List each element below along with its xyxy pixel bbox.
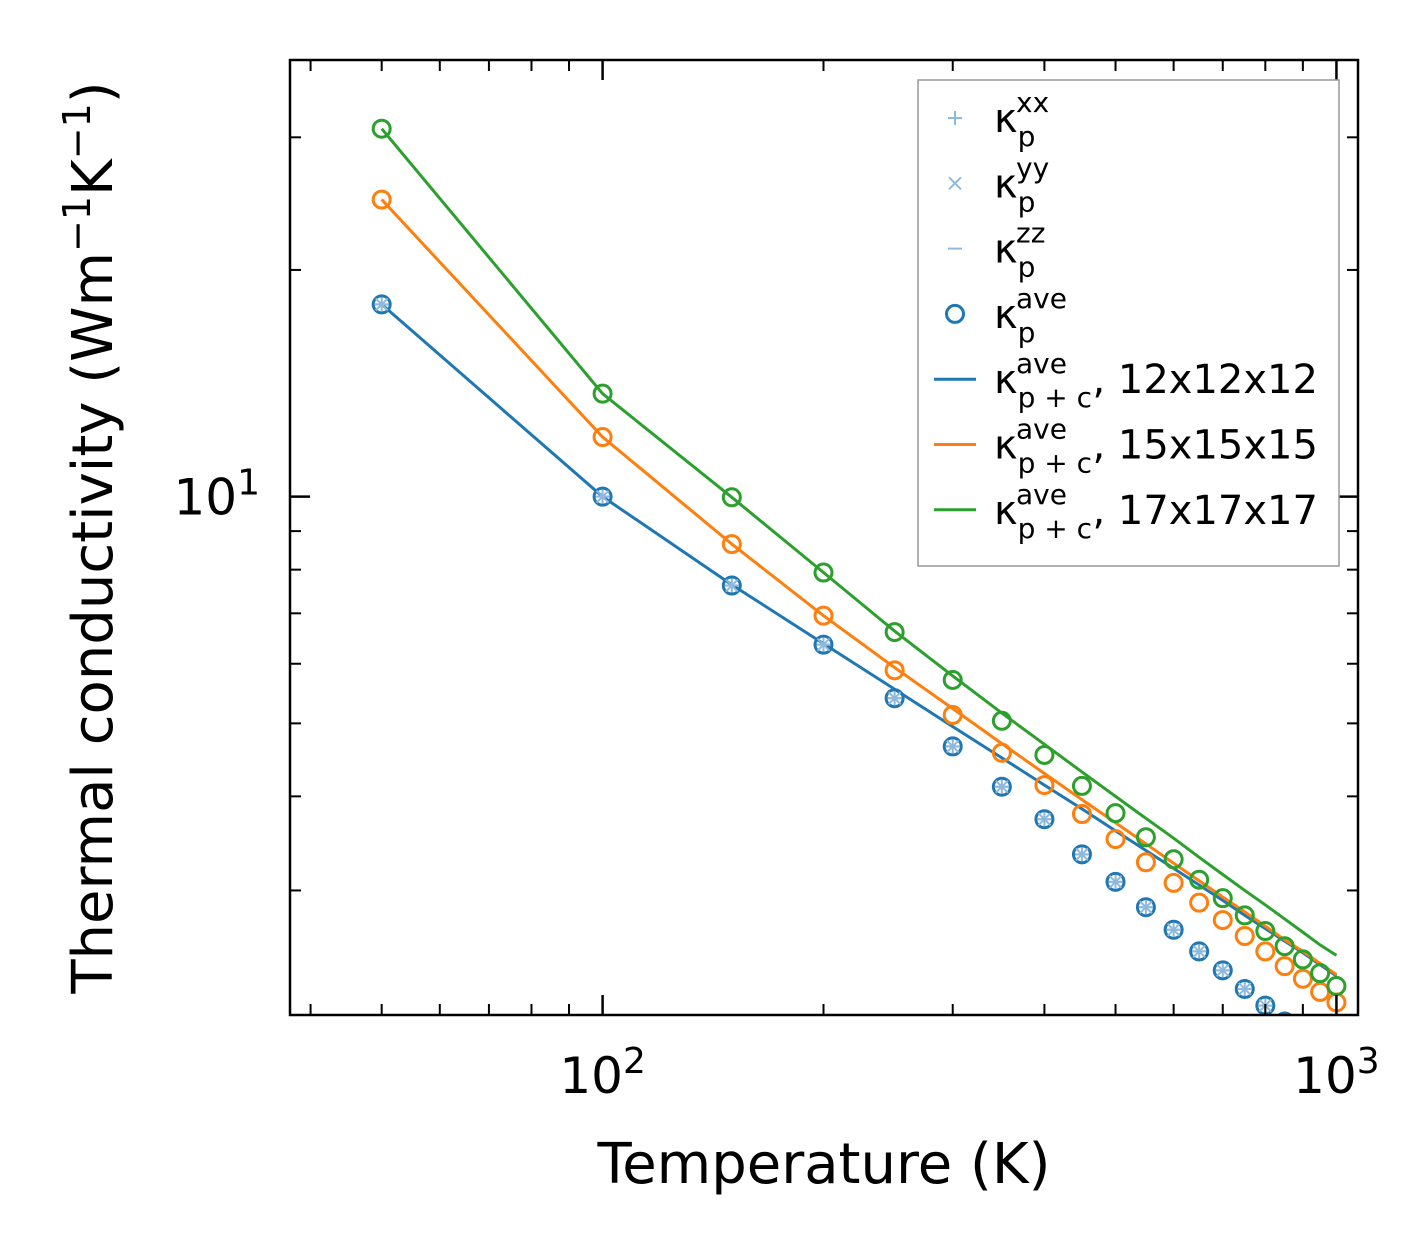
data-point: [1283, 1014, 1286, 1015]
data-point: [1135, 852, 1156, 873]
data-point: [1296, 1029, 1310, 1043]
series-3: [371, 294, 1311, 1045]
data-point: [991, 710, 1012, 731]
y-tick-label: 101: [173, 463, 260, 527]
data-point: [1297, 1030, 1309, 1042]
data-point: [1189, 941, 1210, 962]
legend-entry: κp + cave, 12x12x12: [934, 347, 1318, 414]
data-point: [721, 575, 742, 596]
data-point: [1274, 936, 1295, 957]
data-point: [1255, 921, 1276, 942]
data-point: [1234, 926, 1255, 947]
data-point: [592, 427, 613, 448]
legend-entry: κpave: [945, 282, 1067, 349]
data-point: [1135, 827, 1156, 848]
legend-entry: κpzz: [948, 217, 1045, 284]
series-5: [371, 118, 1347, 997]
data-point: [592, 383, 613, 404]
data-point: [1105, 829, 1126, 850]
data-point: [813, 562, 834, 583]
data-point: [813, 634, 834, 655]
data-point: [884, 688, 905, 709]
legend-label: κp + cave, 12x12x12: [994, 347, 1318, 414]
data-point: [813, 605, 834, 626]
data-point: [1212, 910, 1233, 931]
legend-label: κpxx: [994, 86, 1049, 153]
data-point: [884, 622, 905, 643]
series-line: [380, 127, 1338, 957]
x-tick-label: 103: [1293, 1041, 1380, 1105]
series-4: [371, 189, 1347, 1013]
data-point: [1234, 905, 1255, 926]
data-point: [1279, 1014, 1291, 1015]
legend-entry: κpyy: [948, 151, 1049, 218]
data-point: [1212, 888, 1233, 909]
data-point: [991, 742, 1012, 763]
data-point: [942, 704, 963, 725]
data-point: [1034, 744, 1055, 765]
data-point: [1071, 775, 1092, 796]
legend-label: κpave: [994, 282, 1067, 349]
data-point: [1071, 803, 1092, 824]
legend-entry: κp + cave, 15x15x15: [934, 413, 1318, 480]
legend-label: κp + cave, 17x17x17: [994, 478, 1318, 545]
data-point: [721, 487, 742, 508]
legend-marker-swatch: [948, 176, 962, 191]
data-point: [371, 118, 392, 139]
data-point: [371, 189, 392, 210]
data-point: [1292, 968, 1313, 989]
legend-label: κpzz: [994, 217, 1045, 284]
data-point: [1034, 809, 1055, 830]
data-point: [1234, 978, 1255, 999]
data-point: [1163, 872, 1184, 893]
legend-label: κp + cave, 15x15x15: [994, 413, 1318, 480]
axis-tick-labels: 102 103 101: [173, 463, 1379, 1105]
plot-data-layer: [371, 118, 1347, 1045]
data-point: [884, 660, 905, 681]
data-point: [1034, 775, 1055, 796]
legend-entry: κpxx: [948, 86, 1049, 153]
data-point: [1276, 1011, 1293, 1015]
legend-label: κpyy: [994, 151, 1049, 218]
data-point: [942, 736, 963, 757]
data-point: [1255, 941, 1276, 962]
legend-box: [917, 79, 1340, 567]
x-axis-label: Temperature (K): [597, 1132, 1051, 1197]
data-point: [1163, 849, 1184, 870]
legend-marker-swatch: [945, 303, 965, 324]
y-axis-label: Thermal conductivity (Wm−1K−1): [55, 81, 126, 994]
data-point: [1189, 869, 1210, 890]
data-point: [1326, 976, 1347, 997]
data-point: [721, 534, 742, 555]
data-point: [1071, 844, 1092, 865]
data-point: [1163, 919, 1184, 940]
legend-entry: κp + cave, 17x17x17: [934, 478, 1318, 545]
data-point: [1105, 871, 1126, 892]
data-point: [592, 486, 613, 507]
data-point: [371, 294, 392, 315]
data-point: [1105, 803, 1126, 824]
axis-ticks: [290, 60, 1358, 1015]
series-8: [380, 127, 1338, 957]
data-point: [1310, 981, 1331, 1002]
data-point: [1294, 1028, 1311, 1045]
x-tick-label: 102: [559, 1041, 646, 1105]
data-point: [1135, 897, 1156, 918]
legend-marker-swatch: [948, 111, 962, 125]
data-point: [1212, 960, 1233, 981]
data-point: [1310, 963, 1331, 984]
data-point: [1189, 892, 1210, 913]
data-point: [1292, 949, 1313, 970]
series-2: [374, 303, 1273, 1007]
data-point: [942, 669, 963, 690]
data-point: [991, 776, 1012, 797]
data-point: [1274, 956, 1295, 977]
